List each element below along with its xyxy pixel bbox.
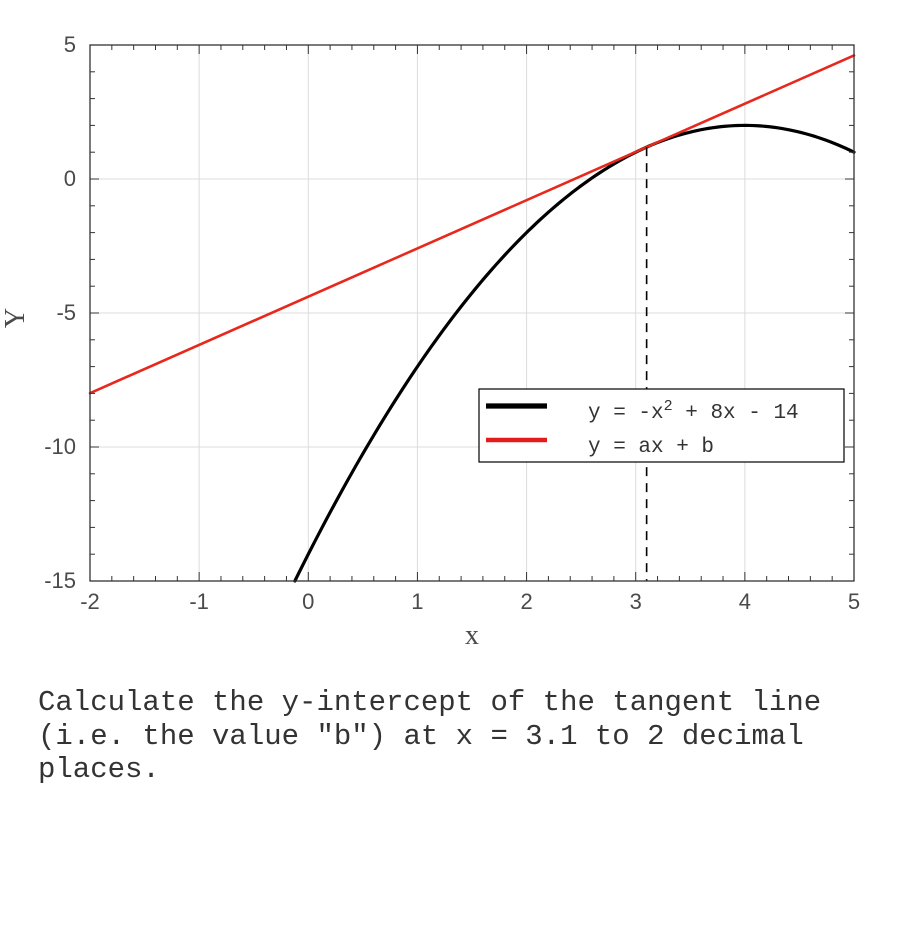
svg-text:y = -x2 + 8x - 14: y = -x2 + 8x - 14 xyxy=(588,398,799,426)
svg-text:2: 2 xyxy=(520,589,532,614)
svg-text:5: 5 xyxy=(848,589,860,614)
svg-text:4: 4 xyxy=(739,589,751,614)
svg-text:-5: -5 xyxy=(56,300,76,325)
svg-text:y = ax + b: y = ax + b xyxy=(588,436,714,459)
svg-text:-10: -10 xyxy=(44,434,76,459)
svg-text:Y: Y xyxy=(0,308,31,328)
svg-text:3: 3 xyxy=(630,589,642,614)
svg-text:0: 0 xyxy=(302,589,314,614)
svg-text:0: 0 xyxy=(64,166,76,191)
svg-text:-1: -1 xyxy=(189,589,209,614)
svg-text:x: x xyxy=(465,620,479,651)
svg-text:-15: -15 xyxy=(44,568,76,593)
svg-text:5: 5 xyxy=(64,32,76,57)
svg-text:1: 1 xyxy=(411,589,423,614)
svg-text:-2: -2 xyxy=(80,589,100,614)
